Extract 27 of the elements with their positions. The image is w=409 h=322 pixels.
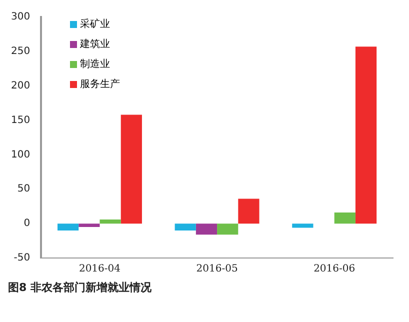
x-tick-label: 2016-04 [78, 264, 121, 275]
legend-label: 建筑业 [80, 38, 110, 51]
bar [120, 114, 142, 224]
y-tick-label: 250 [10, 46, 30, 58]
bar [292, 224, 314, 228]
bar [334, 212, 356, 224]
legend-label: 服务生产 [80, 78, 120, 91]
y-tick-label: 200 [10, 80, 30, 92]
text: 图8 非农各部门新增就业情况 [8, 280, 152, 295]
y-tick-label: 0 [24, 218, 30, 230]
bar [100, 219, 121, 224]
legend-label: 制造业 [80, 58, 110, 71]
y-tick-label: 50 [17, 184, 30, 195]
x-tick-label: 2016-05 [196, 264, 238, 275]
legend-label: 采矿业 [80, 18, 110, 31]
bar [78, 224, 100, 228]
bar [217, 224, 238, 235]
bar [174, 224, 196, 230]
y-tick-label: -50 [14, 252, 30, 264]
y-tick-label: 300 [10, 12, 30, 23]
y-tick-label: 100 [10, 149, 30, 160]
y-tick-label: 150 [10, 114, 30, 126]
x-tick-label: 2016-06 [314, 264, 356, 275]
bar [196, 224, 218, 235]
bar [58, 224, 79, 230]
bar [238, 198, 260, 224]
bar [355, 46, 377, 224]
